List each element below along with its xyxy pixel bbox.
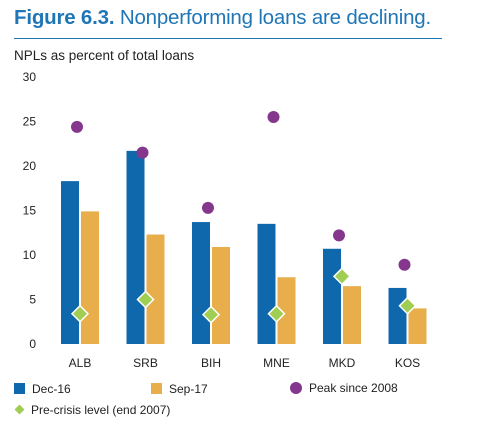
y-tick-label: 0: [29, 337, 36, 351]
y-tick-label: 5: [29, 293, 36, 307]
bar-dec16: [61, 181, 79, 344]
y-tick-label: 10: [23, 248, 37, 262]
marker-precrisis: [332, 267, 352, 286]
y-tick-label: 30: [23, 70, 37, 84]
marker-peak: [136, 146, 149, 159]
x-tick-label: ALB: [69, 356, 92, 370]
marker-peak: [267, 111, 280, 124]
legend-label-dec16: Dec-16: [32, 381, 71, 396]
legend-swatch-peak: [290, 381, 302, 394]
bar-dec16: [257, 223, 276, 344]
bar-dec16: [126, 150, 145, 344]
legend-item-precrisis: Pre-crisis level (end 2007): [14, 402, 170, 417]
y-unit-label: NPLs as percent of total loans: [14, 48, 195, 63]
figure-number: Figure 6.3.: [14, 6, 115, 29]
x-tick-label: MNE: [263, 356, 290, 370]
bar-sep17: [343, 286, 361, 344]
x-tick-label: SRB: [133, 356, 158, 370]
legend-swatch-dec16: [14, 383, 25, 395]
figure-title: Figure 6.3. Nonperforming loans are decl…: [14, 6, 431, 30]
marker-peak: [398, 258, 411, 271]
bar-sep17: [81, 211, 99, 344]
marker-peak: [202, 201, 214, 214]
marker-peak: [333, 229, 345, 242]
bar-sep17: [277, 277, 296, 344]
x-tick-label: MKD: [329, 356, 356, 370]
marker-precrisis: [201, 305, 221, 324]
marker-precrisis: [398, 296, 417, 315]
legend-label-peak: Peak since 2008: [309, 380, 398, 395]
figure-caption: Nonperforming loans are declining.: [119, 6, 431, 29]
marker-precrisis: [70, 304, 90, 323]
bar-sep17: [212, 246, 230, 344]
bar-sep17: [408, 308, 427, 344]
legend-swatch-precrisis: [14, 404, 25, 415]
marker-precrisis: [267, 304, 286, 323]
x-tick-label: BIH: [201, 356, 221, 370]
legend-item-sep17: Sep-17: [151, 381, 208, 396]
marker-peak: [71, 120, 83, 133]
legend-label-precrisis: Pre-crisis level (end 2007): [31, 402, 171, 417]
title-rule: [14, 38, 442, 39]
bar-dec16: [388, 287, 407, 344]
y-tick-label: 25: [23, 115, 37, 129]
bar-dec16: [323, 248, 341, 344]
legend-item-dec16: Dec-16: [14, 381, 71, 396]
y-tick-label: 15: [23, 204, 37, 218]
marker-precrisis: [136, 290, 155, 309]
legend-swatch-sep17: [151, 383, 162, 395]
legend-label-sep17: Sep-17: [169, 381, 208, 396]
x-tick-label: KOS: [395, 356, 420, 370]
legend-item-peak: Peak since 2008: [290, 380, 398, 395]
bar-sep17: [146, 234, 165, 344]
y-tick-label: 20: [23, 159, 37, 173]
bar-dec16: [192, 222, 210, 344]
